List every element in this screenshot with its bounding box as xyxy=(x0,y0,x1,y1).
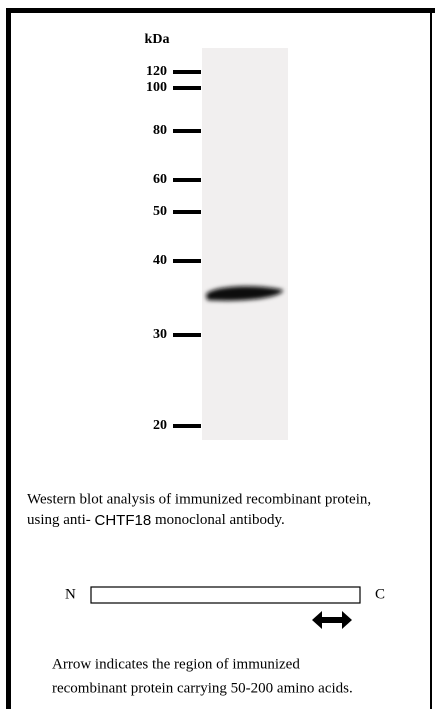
c-terminus-label: C xyxy=(375,586,385,602)
marker-tick xyxy=(173,129,201,133)
marker-label: 100 xyxy=(146,80,167,95)
caption-line: Western blot analysis of immunized recom… xyxy=(27,491,371,507)
marker-label: 120 xyxy=(146,64,167,79)
frame-right xyxy=(430,8,432,709)
marker-label: 30 xyxy=(153,327,167,342)
marker-tick xyxy=(173,70,201,74)
protein-bar xyxy=(91,587,360,603)
figure: kDa 120 100 80 60 50 40 30 20 Western bl… xyxy=(0,0,435,709)
marker-tick xyxy=(173,178,201,182)
blot-lane xyxy=(202,48,288,440)
marker-label: 50 xyxy=(153,204,167,219)
caption-text: using anti- xyxy=(27,512,91,528)
marker-tick xyxy=(173,86,201,90)
marker-tick xyxy=(173,259,201,263)
frame-left xyxy=(6,8,11,709)
frame-top xyxy=(6,8,435,13)
note-line: recombinant protein carrying 50-200 amin… xyxy=(52,680,353,696)
note-line: Arrow indicates the region of immunized xyxy=(52,656,300,672)
unit-label: kDa xyxy=(145,32,170,47)
antibody-name: CHTF18 xyxy=(95,512,152,529)
marker-label: 60 xyxy=(153,172,167,187)
marker-label: 20 xyxy=(153,418,167,433)
marker-tick xyxy=(173,210,201,214)
caption-line: using anti- CHTF18 monoclonal antibody. xyxy=(27,512,285,529)
marker-tick xyxy=(173,333,201,337)
marker-label: 80 xyxy=(153,123,167,138)
n-terminus-label: N xyxy=(65,586,76,602)
page: {"blot": {"unit": "kDa", "markers": ["12… xyxy=(0,0,435,709)
marker-label: 40 xyxy=(153,253,167,268)
caption-text: monoclonal antibody. xyxy=(155,512,285,528)
marker-tick xyxy=(173,424,201,428)
